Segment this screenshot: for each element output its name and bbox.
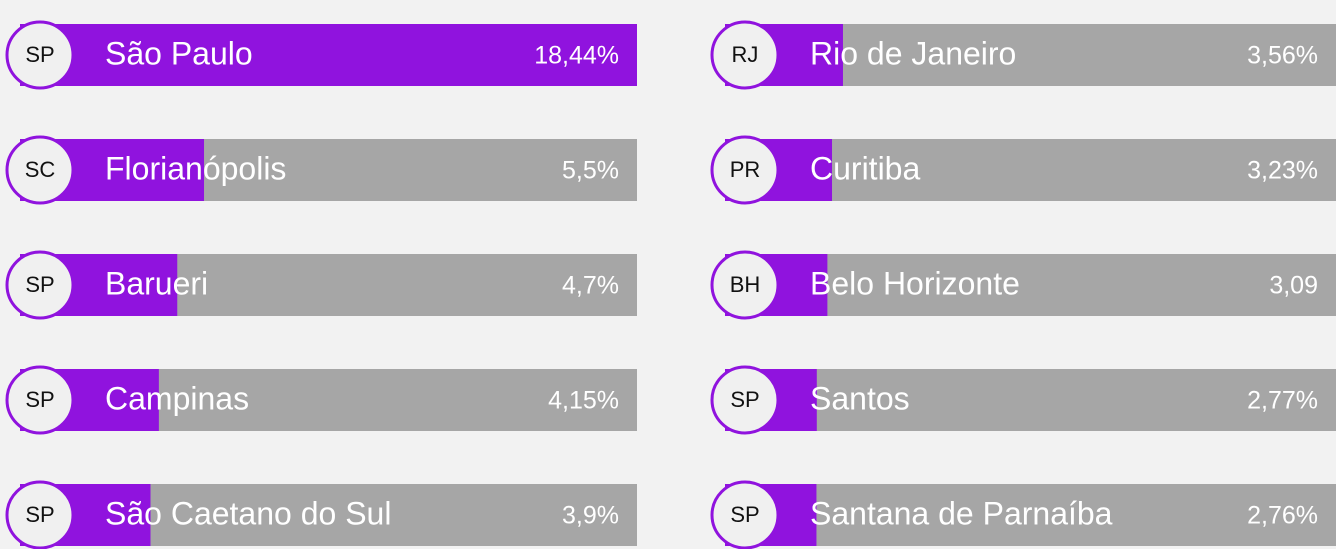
state-badge bbox=[5, 250, 75, 320]
value-label: 2,76% bbox=[1247, 502, 1318, 530]
value-label: 3,9% bbox=[562, 502, 619, 530]
state-label: SP bbox=[25, 387, 54, 412]
state-label: SP bbox=[730, 502, 759, 527]
state-label: PR bbox=[730, 157, 761, 182]
bar bbox=[20, 24, 637, 86]
city-name: Santana de Parnaíba bbox=[810, 495, 1113, 531]
state-label: RJ bbox=[732, 42, 759, 67]
city-name: Campinas bbox=[105, 380, 249, 416]
city-name: Curitiba bbox=[810, 150, 920, 186]
state-label: SP bbox=[730, 387, 759, 412]
state-label: SP bbox=[25, 502, 54, 527]
bar-track bbox=[745, 484, 1336, 546]
city-name: Rio de Janeiro bbox=[810, 35, 1016, 71]
value-label: 4,7% bbox=[562, 272, 619, 300]
bar-track bbox=[745, 369, 1336, 431]
state-badge bbox=[710, 135, 780, 205]
state-badge bbox=[710, 250, 780, 320]
city-name: São Paulo bbox=[105, 35, 253, 71]
bar-track bbox=[745, 254, 1336, 316]
city-name: São Caetano do Sul bbox=[105, 495, 391, 531]
city-name: Florianópolis bbox=[105, 150, 286, 186]
state-label: BH bbox=[730, 272, 761, 297]
city-name: Barueri bbox=[105, 265, 208, 301]
state-label: SC bbox=[25, 157, 56, 182]
state-badge bbox=[5, 480, 75, 549]
state-badge bbox=[5, 365, 75, 435]
value-label: 3,23% bbox=[1247, 157, 1318, 185]
value-label: 3,09 bbox=[1269, 272, 1318, 300]
state-badge bbox=[5, 20, 75, 90]
value-label: 5,5% bbox=[562, 157, 619, 185]
state-label: SP bbox=[25, 42, 54, 67]
state-label: SP bbox=[25, 272, 54, 297]
city-name: Santos bbox=[810, 380, 910, 416]
bar-track bbox=[745, 139, 1336, 201]
bar-track bbox=[745, 24, 1336, 86]
value-label: 18,44% bbox=[534, 42, 619, 70]
state-badge bbox=[710, 20, 780, 90]
city-name: Belo Horizonte bbox=[810, 265, 1020, 301]
value-label: 3,56% bbox=[1247, 42, 1318, 70]
value-label: 2,77% bbox=[1247, 387, 1318, 415]
state-badge bbox=[710, 480, 780, 549]
state-badge bbox=[5, 135, 75, 205]
state-badge bbox=[710, 365, 780, 435]
value-label: 4,15% bbox=[548, 387, 619, 415]
